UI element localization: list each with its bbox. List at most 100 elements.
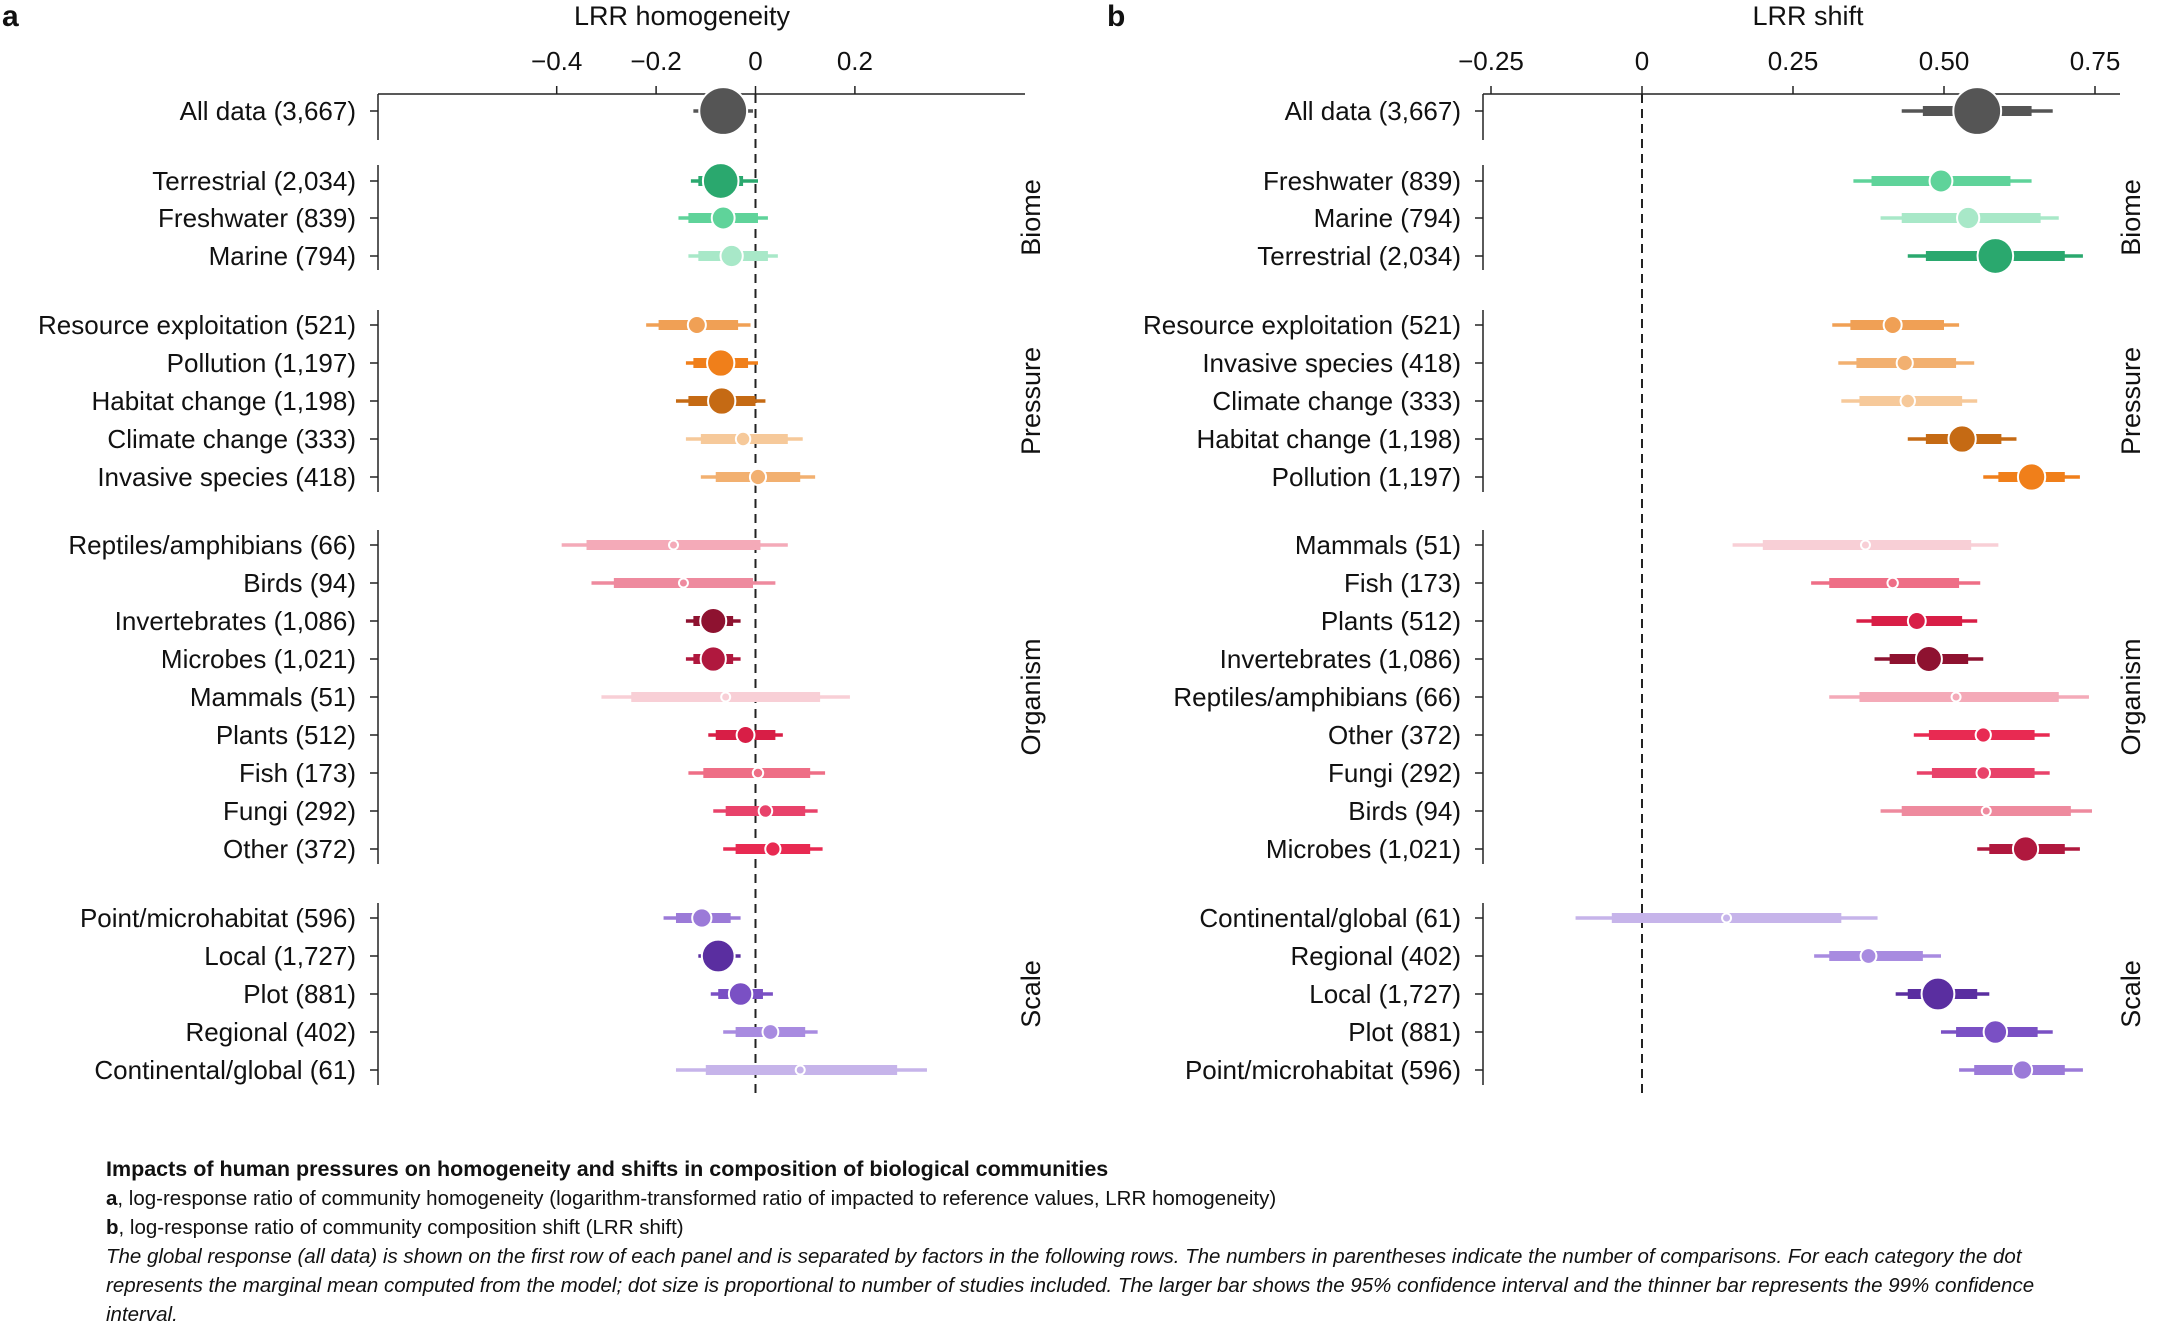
caption-a-text: , log-response ratio of community homoge… bbox=[117, 1187, 1277, 1210]
mean-dot bbox=[667, 539, 679, 551]
mean-dot bbox=[1882, 314, 1903, 336]
mean-dot bbox=[1947, 424, 1977, 454]
row-label: Freshwater (839) bbox=[1263, 166, 1461, 196]
row-label: Climate change (333) bbox=[1212, 386, 1461, 416]
mean-dot bbox=[751, 766, 765, 780]
row-mammals: Mammals (51) bbox=[1295, 530, 1999, 560]
mean-dot bbox=[734, 430, 752, 448]
panel-b: b LRR shift −0.25 0 0.25 0.50 0.75 All data (3,… bbox=[1107, 0, 2146, 1098]
row-label: Fungi (292) bbox=[223, 796, 356, 826]
x-tick-label: 0.50 bbox=[1919, 46, 1970, 76]
row-reptiles-amphibians: Reptiles/amphibians (66) bbox=[1173, 682, 2089, 712]
caption-a-label: a bbox=[106, 1187, 118, 1210]
mean-dot bbox=[1914, 644, 1943, 674]
row-label: Plants (512) bbox=[216, 720, 356, 750]
mean-dot bbox=[1895, 353, 1914, 373]
row-resource-exploitation: Resource exploitation (521) bbox=[1143, 310, 1960, 340]
row-all-data: All data (3,667) bbox=[180, 86, 754, 136]
row-pollution: Pollution (1,197) bbox=[167, 348, 758, 378]
panel-label: a bbox=[2, 0, 19, 33]
row-label: Regional (402) bbox=[1290, 941, 1461, 971]
mean-dot bbox=[699, 606, 728, 636]
group-label-biome: Biome bbox=[2116, 179, 2146, 256]
row-microbes: Microbes (1,021) bbox=[1266, 834, 2080, 864]
row-marine: Marine (794) bbox=[209, 241, 778, 271]
row-label: Local (1,727) bbox=[204, 941, 356, 971]
group-label-scale: Scale bbox=[2116, 960, 2146, 1028]
row-label: Point/microhabitat (596) bbox=[1185, 1055, 1461, 1085]
row-marine: Marine (794) bbox=[1314, 203, 2059, 233]
row-all-data: All data (3,667) bbox=[1285, 86, 2053, 136]
x-tick-label: 0 bbox=[748, 46, 762, 76]
mean-dot bbox=[677, 577, 689, 589]
row-label: Reptiles/amphibians (66) bbox=[1173, 682, 1461, 712]
row-continental-global: Continental/global (61) bbox=[94, 1055, 927, 1085]
caption-b-text: , log-response ratio of community compos… bbox=[118, 1216, 684, 1239]
row-fish: Fish (173) bbox=[239, 758, 826, 788]
row-label: Resource exploitation (521) bbox=[38, 310, 356, 340]
x-tick-label: −0.2 bbox=[630, 46, 681, 76]
group-label-biome: Biome bbox=[1016, 179, 1046, 256]
row-label: Climate change (333) bbox=[107, 424, 356, 454]
mean-dot bbox=[710, 205, 736, 231]
row-invasive-species: Invasive species (418) bbox=[97, 462, 816, 492]
mean-dot bbox=[701, 162, 740, 200]
x-tick-label: 0.75 bbox=[2070, 46, 2121, 76]
mean-dot bbox=[735, 725, 756, 745]
row-label: Reptiles/amphibians (66) bbox=[68, 530, 356, 560]
caption-note: The global response (all data) is shown … bbox=[106, 1245, 2035, 1326]
mean-dot bbox=[1982, 1019, 2009, 1045]
mean-dot bbox=[748, 467, 768, 487]
caption-panel-b: b, log-response ratio of community compo… bbox=[106, 1213, 2106, 1242]
mean-dot bbox=[686, 314, 707, 336]
row-label: Habitat change (1,198) bbox=[91, 386, 356, 416]
row-terrestrial: Terrestrial (2,034) bbox=[1257, 237, 2083, 275]
row-terrestrial: Terrestrial (2,034) bbox=[152, 162, 758, 200]
mean-dot bbox=[794, 1064, 806, 1076]
row-freshwater: Freshwater (839) bbox=[1263, 166, 2032, 196]
mean-dot bbox=[719, 243, 744, 269]
group-label-pressure: Pressure bbox=[2116, 347, 2146, 455]
x-tick-label: 0.2 bbox=[837, 46, 873, 76]
row-invasive-species: Invasive species (418) bbox=[1202, 348, 1975, 378]
row-label: Invertebrates (1,086) bbox=[115, 606, 356, 636]
row-other: Other (372) bbox=[1328, 720, 2050, 750]
row-label: Microbes (1,021) bbox=[161, 644, 356, 674]
row-local: Local (1,727) bbox=[1309, 976, 1990, 1012]
row-label: Marine (794) bbox=[1314, 203, 1461, 233]
row-climate-change: Climate change (333) bbox=[1212, 386, 1978, 416]
mean-dot bbox=[727, 981, 754, 1007]
row-label: Invasive species (418) bbox=[97, 462, 356, 492]
row-fish: Fish (173) bbox=[1344, 568, 1981, 598]
mean-dot bbox=[2011, 835, 2040, 863]
row-label: Local (1,727) bbox=[1309, 979, 1461, 1009]
mean-dot bbox=[757, 803, 774, 819]
mean-dot bbox=[699, 645, 727, 673]
row-habitat-change: Habitat change (1,198) bbox=[1196, 424, 2017, 454]
row-label: Continental/global (61) bbox=[94, 1055, 356, 1085]
caption-title: Impacts of human pressures on homogeneit… bbox=[106, 1157, 1109, 1181]
mean-dot bbox=[1920, 976, 1956, 1012]
mean-dot bbox=[1906, 611, 1927, 631]
row-label: Other (372) bbox=[1328, 720, 1461, 750]
row-plants: Plants (512) bbox=[1321, 606, 1978, 636]
forest-plot-figure: a LRR homogeneity −0.4 −0.2 0 0.2 All data (3,… bbox=[2, 0, 2146, 1098]
mean-dot bbox=[1976, 237, 2015, 275]
row-other: Other (372) bbox=[223, 834, 823, 864]
x-tick-label: 0.25 bbox=[1768, 46, 1819, 76]
row-label: Terrestrial (2,034) bbox=[152, 166, 356, 196]
row-invertebrates: Invertebrates (1,086) bbox=[115, 606, 741, 636]
row-label: Birds (94) bbox=[1348, 796, 1461, 826]
mean-dot bbox=[698, 86, 749, 136]
x-tick-label: −0.25 bbox=[1458, 46, 1524, 76]
row-plants: Plants (512) bbox=[216, 720, 783, 750]
row-label: Other (372) bbox=[223, 834, 356, 864]
row-freshwater: Freshwater (839) bbox=[158, 203, 768, 233]
mean-dot bbox=[1721, 912, 1733, 924]
mean-dot bbox=[700, 938, 736, 974]
row-label: Mammals (51) bbox=[1295, 530, 1461, 560]
row-fungi: Fungi (292) bbox=[223, 796, 818, 826]
row-label: Invertebrates (1,086) bbox=[1220, 644, 1461, 674]
mean-dot bbox=[764, 840, 782, 858]
mean-dot bbox=[1956, 205, 1981, 231]
